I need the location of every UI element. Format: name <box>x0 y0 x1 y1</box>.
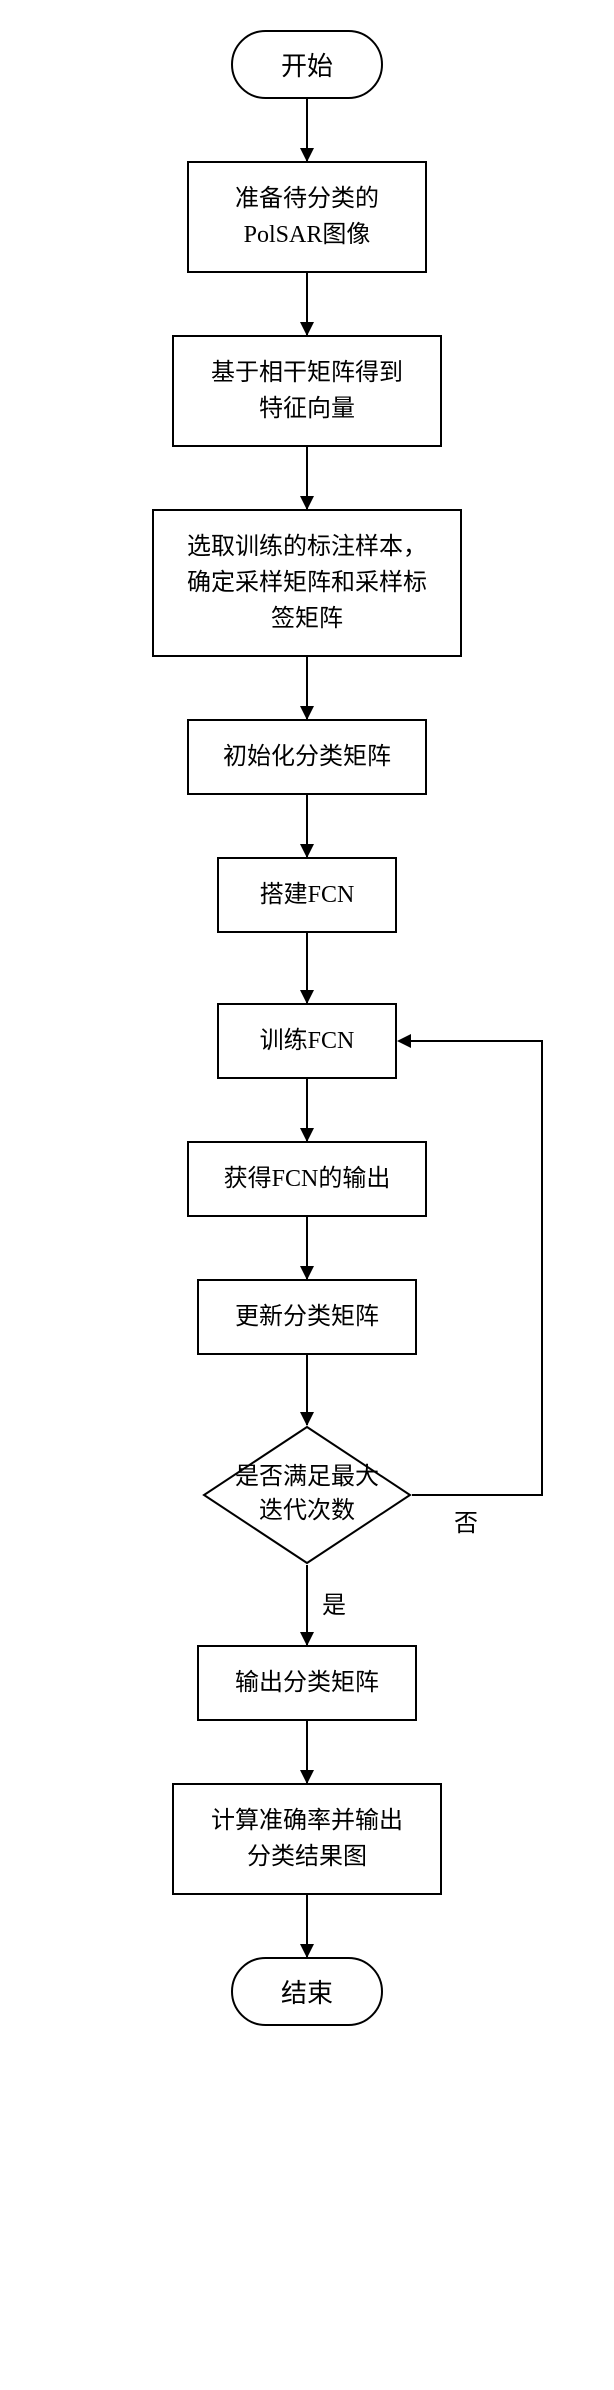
n2-label: 基于相干矩阵得到 特征向量 <box>211 355 403 427</box>
arrow-n2-n3 <box>306 447 308 509</box>
arrow-n7-n8 <box>306 1217 308 1279</box>
process-select-samples: 选取训练的标注样本， 确定采样矩阵和采样标 签矩阵 <box>152 509 462 657</box>
n7-label: 获得FCN的输出 <box>224 1161 391 1197</box>
n6-label: 训练FCN <box>260 1023 355 1059</box>
n9-label: 输出分类矩阵 <box>235 1665 379 1701</box>
process-output-matrix: 输出分类矩阵 <box>197 1645 417 1721</box>
arrow-n4-n5 <box>306 795 308 857</box>
process-accuracy-result: 计算准确率并输出 分类结果图 <box>172 1783 442 1895</box>
arrow-n1-n2 <box>306 273 308 335</box>
process-init-matrix: 初始化分类矩阵 <box>187 719 427 795</box>
process-update-matrix: 更新分类矩阵 <box>197 1279 417 1355</box>
start-terminator: 开始 <box>231 30 383 99</box>
arrow-start-n1 <box>306 99 308 161</box>
n10-label: 计算准确率并输出 分类结果图 <box>211 1803 403 1875</box>
yes-label: 是 <box>320 1585 348 1620</box>
process-fcn-output: 获得FCN的输出 <box>187 1141 427 1217</box>
decision-max-iter: 是否满足最大 迭代次数 <box>202 1425 412 1565</box>
arrow-n3-n4 <box>306 657 308 719</box>
process-build-fcn: 搭建FCN <box>217 857 397 933</box>
n4-label: 初始化分类矩阵 <box>223 739 391 775</box>
start-label: 开始 <box>281 46 333 83</box>
arrow-n6-n7 <box>306 1079 308 1141</box>
arrow-n5-n6 <box>306 933 308 1003</box>
n5-label: 搭建FCN <box>260 877 355 913</box>
decision-label: 是否满足最大 迭代次数 <box>205 1461 409 1528</box>
n3-label: 选取训练的标注样本， 确定采样矩阵和采样标 签矩阵 <box>187 529 427 637</box>
end-terminator: 结束 <box>231 1957 383 2026</box>
arrow-n9-n10 <box>306 1721 308 1783</box>
n1-label: 准备待分类的 PolSAR图像 <box>235 181 379 253</box>
end-label: 结束 <box>281 1973 333 2010</box>
process-train-fcn: 训练FCN <box>217 1003 397 1079</box>
process-feature-vector: 基于相干矩阵得到 特征向量 <box>172 335 442 447</box>
n8-label: 更新分类矩阵 <box>235 1299 379 1335</box>
process-prepare-image: 准备待分类的 PolSAR图像 <box>187 161 427 273</box>
arrow-n10-end <box>306 1895 308 1957</box>
no-label: 否 <box>452 1503 480 1538</box>
arrow-n8-decision <box>306 1355 308 1425</box>
arrow-decision-n9 <box>306 1565 308 1645</box>
